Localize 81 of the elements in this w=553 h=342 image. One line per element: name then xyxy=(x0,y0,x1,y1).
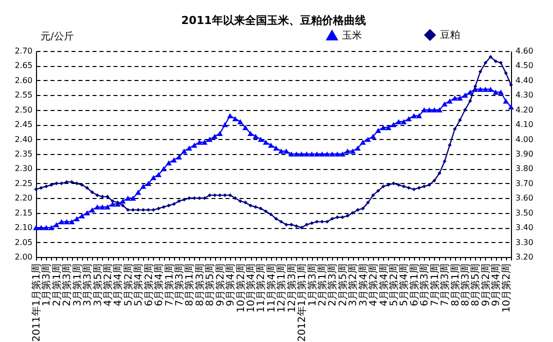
x-tick-label: 7月第1周 xyxy=(428,264,441,306)
x-tick-label: 9月第2周 xyxy=(480,264,492,306)
y-tick-label: 2.45 xyxy=(14,120,32,130)
legend-label: 豆粕 xyxy=(440,30,460,41)
y2-tick-label: 3.50 xyxy=(516,208,534,218)
y2-tick-label: 3.60 xyxy=(516,194,534,203)
x-tick-label: 2011年1月第1周 xyxy=(30,264,42,342)
y-tick-label: 2.05 xyxy=(14,238,32,247)
y-tick-label: 2.70 xyxy=(14,46,32,56)
x-tick-label: 7月第3周 xyxy=(439,264,452,306)
x-tick-label: 2月第5周 xyxy=(336,264,349,306)
x-tick-label: 8月第3周 xyxy=(194,264,206,306)
x-tick-label: 11月第2周 xyxy=(255,264,268,313)
x-tick-label: 11月第4周 xyxy=(265,264,278,313)
x-tick-label: 1月第3周 xyxy=(306,264,318,306)
x-tick-label: 4月第4周 xyxy=(112,264,124,306)
x-tick-label: 5月第4周 xyxy=(398,264,410,306)
x-tick-label: 8月第5周 xyxy=(470,264,482,306)
x-tick-label: 6月第4周 xyxy=(153,264,166,306)
x-tick-label: 7月第3周 xyxy=(174,264,186,306)
x-tick-label: 9月第4周 xyxy=(490,264,502,306)
y2-tick-label: 4.10 xyxy=(516,120,534,130)
x-tick-label: 8月第1周 xyxy=(449,264,462,306)
y-tick-label: 2.65 xyxy=(14,61,32,70)
x-tick-label: 3月第4周 xyxy=(357,264,370,306)
y-tick-label: 2.40 xyxy=(14,134,32,144)
x-tick-label: 9月第2周 xyxy=(214,264,226,306)
x-tick-label: 4月第2周 xyxy=(102,264,114,306)
x-tick-label: 12月第3周 xyxy=(286,264,298,313)
y-tick-label: 2.55 xyxy=(14,90,32,100)
x-tick-label: 1月第3周 xyxy=(40,264,53,306)
x-tick-label: 6月第1周 xyxy=(408,264,420,306)
x-tick-label: 6月第2周 xyxy=(142,264,155,306)
x-tick-label: 2012年1月第1周 xyxy=(296,264,308,342)
y2-tick-label: 4.60 xyxy=(516,46,534,56)
y2-tick-label: 3.20 xyxy=(516,252,534,262)
y-tick-label: 2.20 xyxy=(14,194,32,203)
x-tick-label: 9月第4周 xyxy=(224,264,237,306)
x-tick-label: 5月第2周 xyxy=(388,264,400,306)
y-tick-label: 2.25 xyxy=(14,178,32,188)
y-tick-label: 2.60 xyxy=(14,76,32,85)
x-tick-label: 2月第1周 xyxy=(50,264,63,306)
x-tick-label: 3月第1周 xyxy=(71,264,84,306)
x-tick-label: 12月第1周 xyxy=(276,264,288,313)
x-tick-label: 3月第2周 xyxy=(347,264,360,306)
y2-tick-label: 3.80 xyxy=(516,164,534,174)
y-axis-title: 元/公斤 xyxy=(40,30,74,42)
x-tick-label: 8月第5周 xyxy=(204,264,216,306)
x-tick-label: 4月第2周 xyxy=(368,264,380,306)
x-tick-label: 2月第3周 xyxy=(326,264,339,306)
x-tick-label: 7月第1周 xyxy=(163,264,176,306)
y-tick-label: 2.10 xyxy=(14,223,32,232)
y2-tick-label: 3.90 xyxy=(516,150,534,158)
y2-tick-label: 4.40 xyxy=(516,76,534,85)
x-tick-label: 3月第5周 xyxy=(92,264,104,306)
y-tick-label: 2.15 xyxy=(14,208,32,218)
y2-tick-label: 4.20 xyxy=(516,105,534,114)
x-tick-label: 10月第2周 xyxy=(500,264,512,313)
y2-tick-label: 3.30 xyxy=(516,238,534,247)
chart-title: 2011年以来全国玉米、豆粕价格曲线 xyxy=(181,14,366,27)
legend-label: 玉米 xyxy=(342,29,362,42)
y-tick-label: 2.30 xyxy=(14,164,32,174)
y2-tick-label: 4.50 xyxy=(516,61,534,70)
x-tick-label: 5月第2周 xyxy=(122,264,134,306)
x-tick-label: 10月第2周 xyxy=(234,264,247,313)
x-tick-label: 8月第1周 xyxy=(184,264,196,306)
x-tick-label: 4月第4周 xyxy=(378,264,390,306)
x-tick-label: 2月第1周 xyxy=(316,264,329,306)
y-tick-label: 2.35 xyxy=(14,150,32,158)
x-tick-label: 10月第4周 xyxy=(245,264,258,313)
x-tick-label: 6月第3周 xyxy=(418,264,431,306)
x-tick-label: 3月第3周 xyxy=(82,264,94,306)
x-tick-label: 5月第4周 xyxy=(132,264,145,306)
x-tick-label: 8月第3周 xyxy=(460,264,472,306)
y-tick-label: 2.50 xyxy=(14,105,32,114)
y2-tick-label: 4.00 xyxy=(516,134,534,144)
y2-tick-label: 4.30 xyxy=(516,90,534,100)
y2-tick-label: 3.40 xyxy=(516,223,534,232)
y-tick-label: 2.00 xyxy=(14,252,32,262)
y2-tick-label: 3.70 xyxy=(516,178,534,188)
x-tick-label: 2月第3周 xyxy=(61,264,74,306)
